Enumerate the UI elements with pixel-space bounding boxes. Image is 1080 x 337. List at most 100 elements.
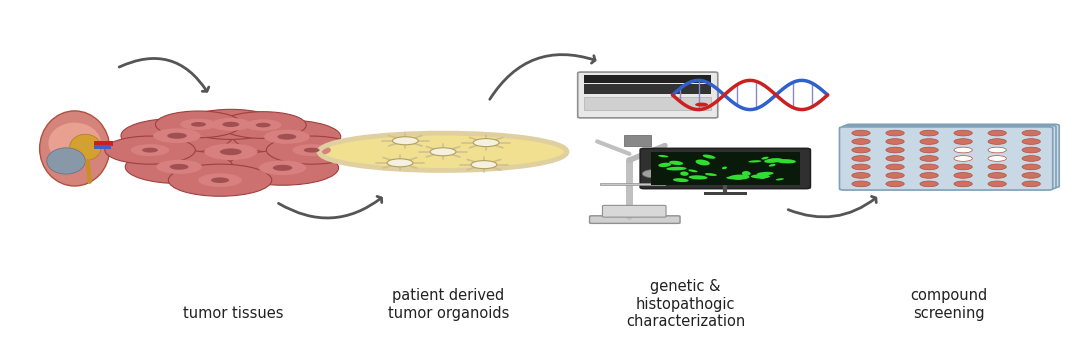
Circle shape <box>696 102 708 106</box>
Ellipse shape <box>765 158 783 163</box>
Ellipse shape <box>920 173 939 178</box>
Ellipse shape <box>852 164 870 170</box>
Text: compound
screening: compound screening <box>910 288 988 320</box>
Ellipse shape <box>734 176 745 180</box>
Ellipse shape <box>688 170 698 172</box>
Ellipse shape <box>920 156 939 161</box>
Ellipse shape <box>211 177 229 183</box>
Ellipse shape <box>256 123 271 127</box>
Bar <box>584 85 712 94</box>
Circle shape <box>387 159 413 167</box>
Ellipse shape <box>666 167 687 171</box>
Ellipse shape <box>758 174 767 179</box>
Ellipse shape <box>156 111 242 138</box>
Ellipse shape <box>689 175 707 180</box>
Bar <box>624 135 651 146</box>
FancyBboxPatch shape <box>842 126 1056 189</box>
Ellipse shape <box>988 130 1007 136</box>
Ellipse shape <box>1022 173 1040 178</box>
Ellipse shape <box>69 134 102 160</box>
Ellipse shape <box>954 173 972 178</box>
FancyBboxPatch shape <box>846 124 1059 187</box>
Ellipse shape <box>852 147 870 153</box>
Ellipse shape <box>267 136 356 164</box>
Ellipse shape <box>245 119 282 131</box>
Circle shape <box>430 148 456 156</box>
FancyBboxPatch shape <box>603 205 666 217</box>
Ellipse shape <box>320 133 567 171</box>
Ellipse shape <box>748 160 761 162</box>
Ellipse shape <box>204 144 257 160</box>
Ellipse shape <box>170 164 189 170</box>
Ellipse shape <box>727 177 735 179</box>
Ellipse shape <box>1022 181 1040 187</box>
Ellipse shape <box>769 164 775 166</box>
Ellipse shape <box>680 172 689 176</box>
Ellipse shape <box>852 139 870 144</box>
Ellipse shape <box>705 173 717 176</box>
Ellipse shape <box>153 128 201 143</box>
Ellipse shape <box>954 130 972 136</box>
Ellipse shape <box>198 173 242 187</box>
Ellipse shape <box>852 130 870 136</box>
Ellipse shape <box>988 156 1007 161</box>
Ellipse shape <box>920 139 939 144</box>
Ellipse shape <box>886 130 904 136</box>
Circle shape <box>471 161 497 168</box>
Ellipse shape <box>259 160 307 175</box>
Ellipse shape <box>696 159 710 165</box>
Ellipse shape <box>988 181 1007 187</box>
Ellipse shape <box>658 155 669 157</box>
Bar <box>584 97 712 110</box>
Ellipse shape <box>46 148 85 174</box>
Ellipse shape <box>852 156 870 161</box>
Ellipse shape <box>220 112 307 139</box>
Ellipse shape <box>954 181 972 187</box>
Bar <box>600 183 665 185</box>
Ellipse shape <box>852 173 870 178</box>
FancyBboxPatch shape <box>590 216 680 223</box>
Ellipse shape <box>886 139 904 144</box>
Ellipse shape <box>886 164 904 170</box>
Text: genetic &
histopathogic
characterization: genetic & histopathogic characterization <box>625 279 745 329</box>
Ellipse shape <box>777 159 796 163</box>
Ellipse shape <box>954 164 972 170</box>
Ellipse shape <box>168 132 294 171</box>
FancyBboxPatch shape <box>578 72 718 118</box>
Bar <box>584 75 712 83</box>
Ellipse shape <box>293 144 330 156</box>
Text: patient derived
tumor organoids: patient derived tumor organoids <box>388 288 509 320</box>
Ellipse shape <box>1022 130 1040 136</box>
Ellipse shape <box>886 147 904 153</box>
Ellipse shape <box>222 122 240 127</box>
Ellipse shape <box>40 111 110 186</box>
Ellipse shape <box>775 178 784 180</box>
Bar <box>94 141 113 146</box>
FancyBboxPatch shape <box>839 127 1053 190</box>
Bar <box>704 192 747 194</box>
Ellipse shape <box>167 133 187 139</box>
Ellipse shape <box>180 119 217 130</box>
Ellipse shape <box>721 166 727 169</box>
Ellipse shape <box>220 148 242 155</box>
Ellipse shape <box>191 122 206 127</box>
Ellipse shape <box>273 165 293 171</box>
Circle shape <box>473 139 499 147</box>
Ellipse shape <box>303 148 320 153</box>
Ellipse shape <box>757 172 773 176</box>
Ellipse shape <box>1022 147 1040 153</box>
Bar <box>94 145 111 150</box>
Ellipse shape <box>920 147 939 153</box>
Ellipse shape <box>278 134 296 140</box>
Ellipse shape <box>920 164 939 170</box>
Ellipse shape <box>168 164 272 196</box>
Ellipse shape <box>761 157 769 159</box>
Ellipse shape <box>121 118 233 153</box>
Ellipse shape <box>49 123 100 164</box>
Ellipse shape <box>703 155 715 159</box>
Ellipse shape <box>920 181 939 187</box>
Ellipse shape <box>183 109 280 140</box>
Ellipse shape <box>233 120 340 153</box>
Ellipse shape <box>670 161 684 165</box>
Ellipse shape <box>988 139 1007 144</box>
